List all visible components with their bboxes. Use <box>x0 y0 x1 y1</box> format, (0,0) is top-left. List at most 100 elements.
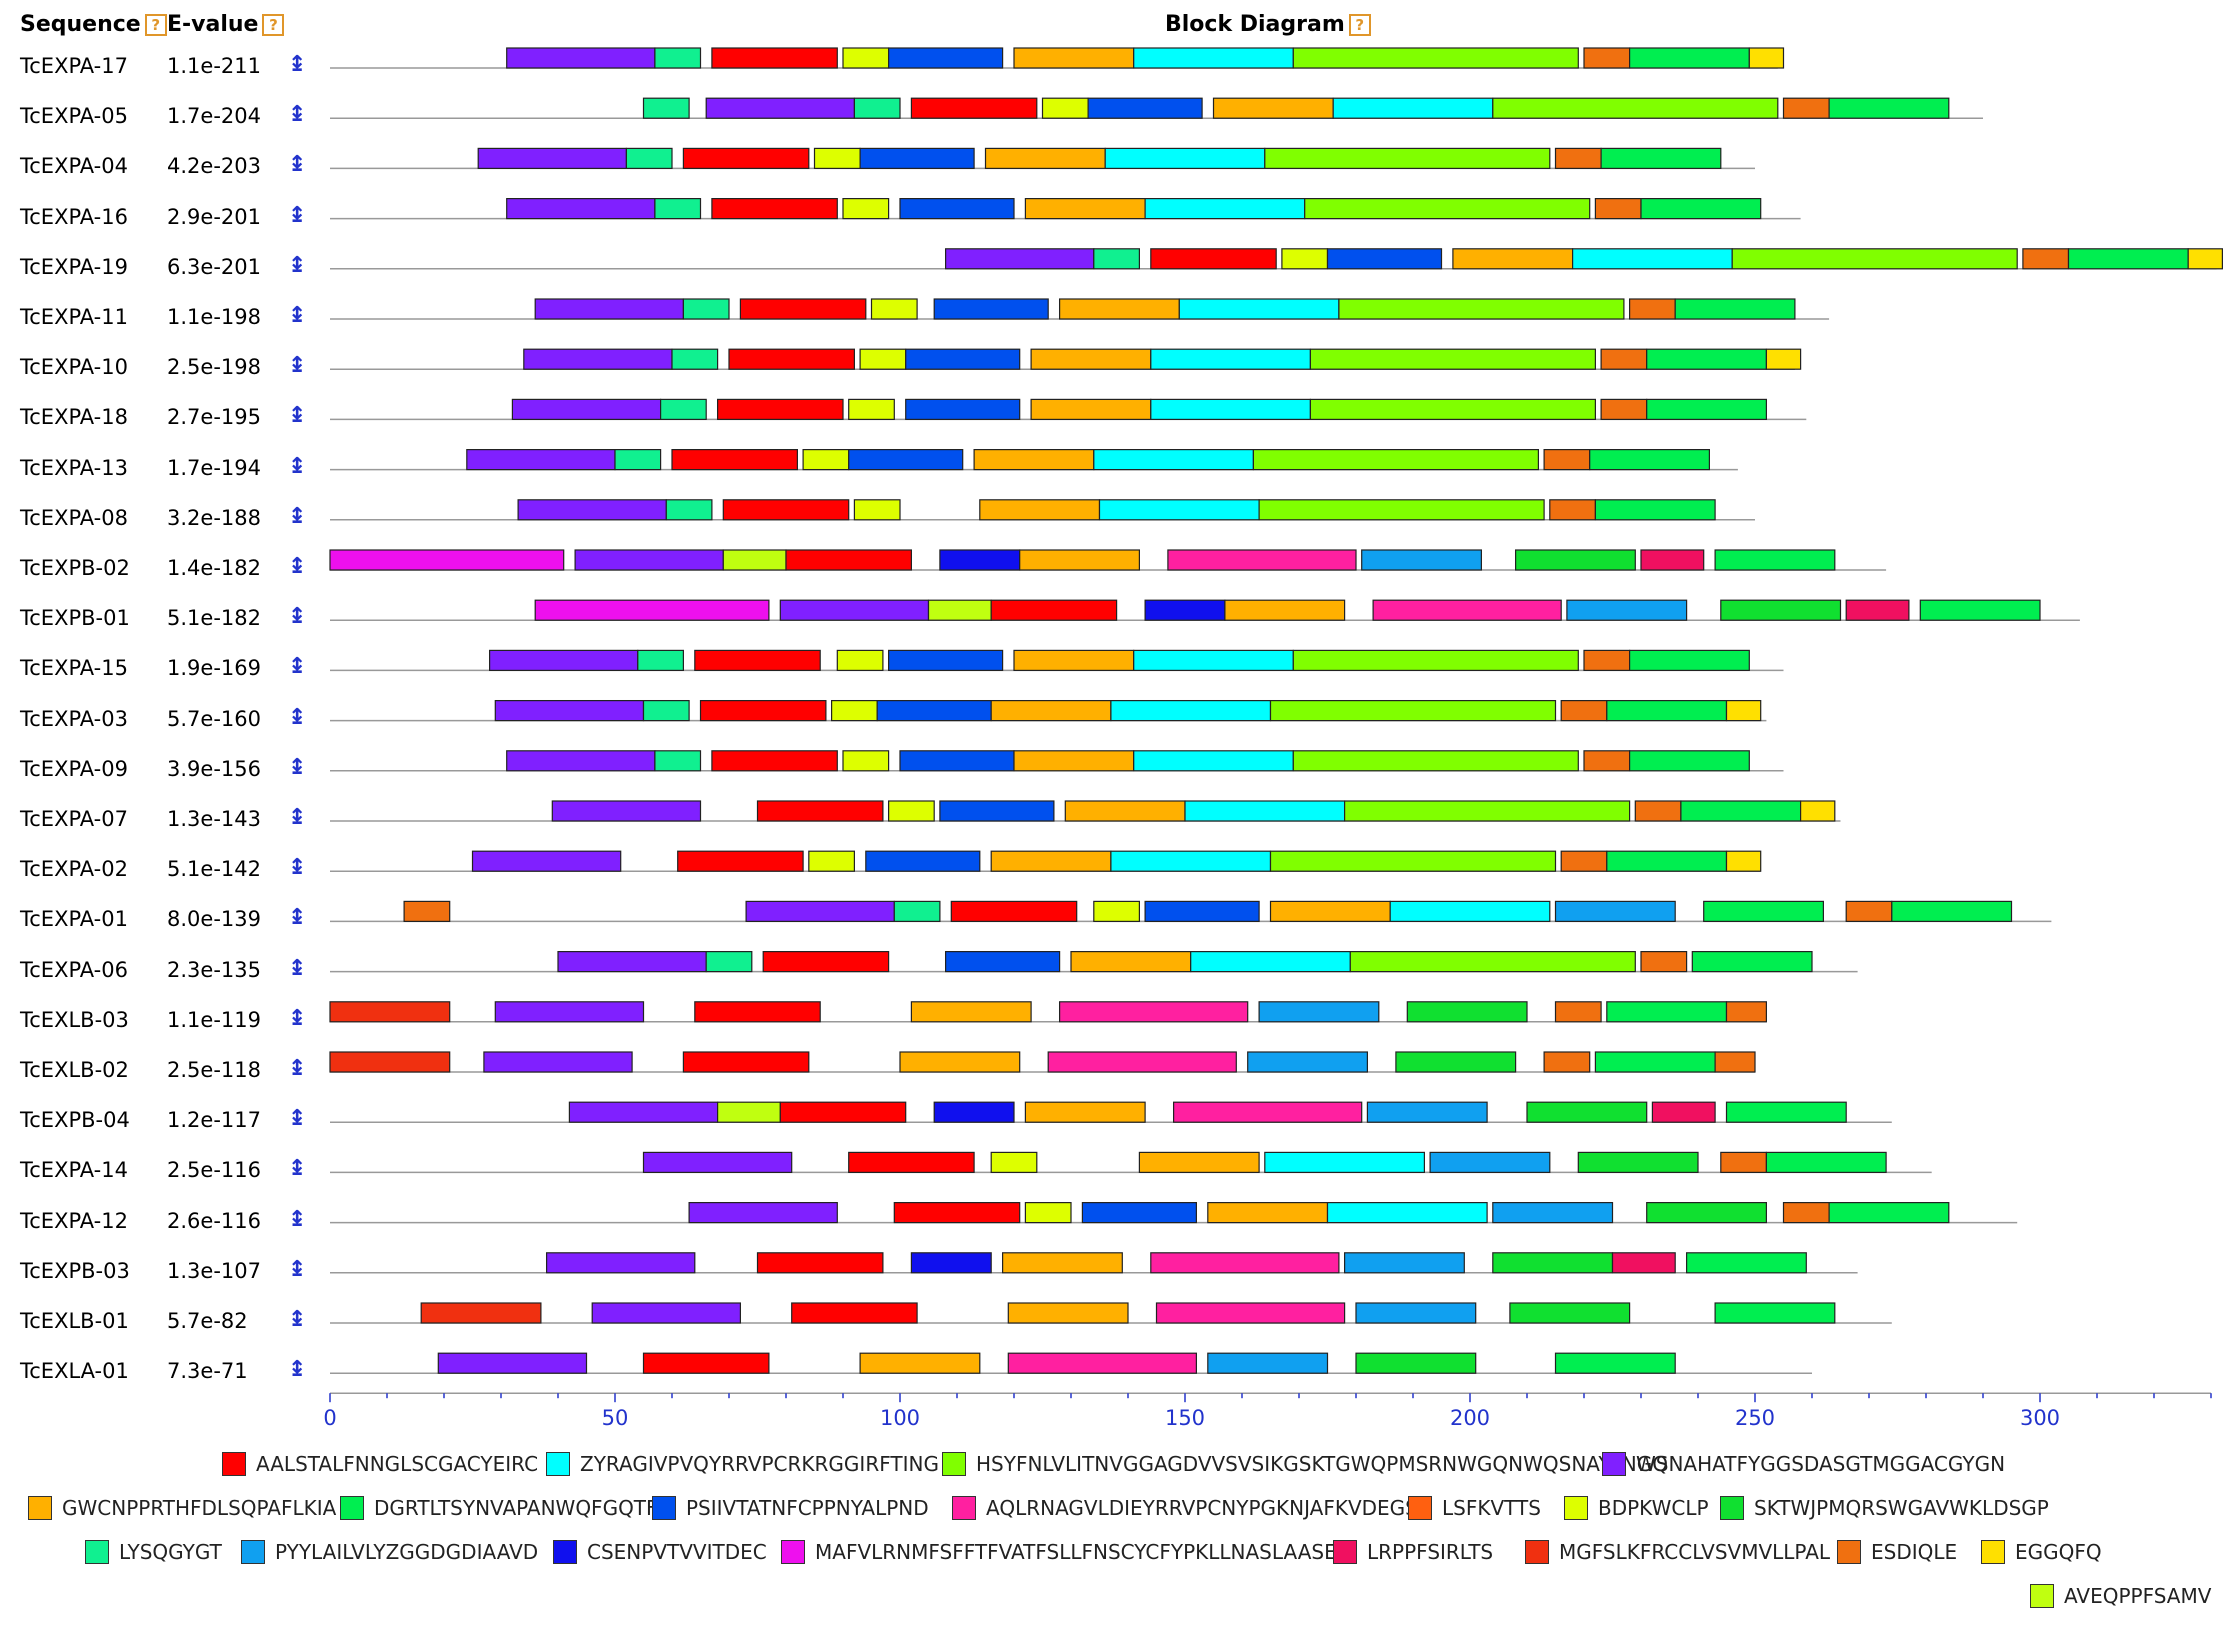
motif-block-m18[interactable] <box>1628 298 1676 320</box>
sort-arrow-icon[interactable]: ↨ <box>288 1357 307 1383</box>
motif-block-m5[interactable] <box>1024 1101 1146 1123</box>
motif-block-m10[interactable] <box>1024 1201 1072 1224</box>
motif-block-m12[interactable] <box>625 147 673 169</box>
motif-block-m5[interactable] <box>1138 1151 1260 1174</box>
motif-block-m7[interactable] <box>865 850 981 872</box>
sort-arrow-icon[interactable]: ↨ <box>288 303 307 328</box>
motif-block-m7[interactable] <box>887 47 1004 69</box>
motif-block-m18[interactable] <box>1560 850 1608 872</box>
motif-block-m4[interactable] <box>534 298 685 320</box>
sort-arrow-icon[interactable]: ↨ <box>288 403 307 429</box>
motif-block-m18[interactable] <box>1640 950 1688 973</box>
sort-arrow-icon[interactable]: ↨ <box>288 1206 307 1232</box>
motif-block-m1[interactable] <box>699 699 827 722</box>
motif-block-m1[interactable] <box>642 1352 770 1374</box>
motif-block-m10[interactable] <box>836 649 884 672</box>
motif-block-m19[interactable] <box>1725 850 1762 872</box>
motif-block-m11[interactable] <box>1395 1051 1517 1073</box>
motif-block-m3[interactable] <box>1252 449 1540 471</box>
motif-block-m2[interactable] <box>1326 1201 1488 1224</box>
motif-block-m5[interactable] <box>1452 248 1574 270</box>
motif-block-m7[interactable] <box>905 398 1021 420</box>
motif-block-m7[interactable] <box>933 298 1049 320</box>
motif-block-m13[interactable] <box>1343 1252 1465 1274</box>
motif-block-m14[interactable] <box>910 1252 992 1274</box>
motif-block-m12[interactable] <box>893 900 941 923</box>
motif-block-m16[interactable] <box>1640 549 1705 571</box>
sort-arrow-icon[interactable]: ↨ <box>288 905 307 931</box>
motif-block-m1[interactable] <box>848 1151 975 1174</box>
motif-block-m3[interactable] <box>1292 649 1579 672</box>
motif-block-m19[interactable] <box>1765 348 1802 370</box>
sort-arrow-icon[interactable]: ↨ <box>288 1156 307 1182</box>
sort-arrow-icon[interactable]: ↨ <box>288 453 307 479</box>
motif-block-m12[interactable] <box>665 499 713 521</box>
motif-block-m16[interactable] <box>1845 599 1910 621</box>
motif-block-m11[interactable] <box>1406 1001 1528 1023</box>
sort-arrow-icon[interactable]: ↨ <box>288 52 307 77</box>
motif-block-m12[interactable] <box>642 699 690 722</box>
motif-block-m12[interactable] <box>682 298 730 320</box>
motif-block-m5[interactable] <box>1064 800 1186 822</box>
sort-arrow-icon[interactable]: ↨ <box>288 1005 307 1031</box>
motif-block-m6[interactable] <box>1691 950 1813 973</box>
motif-block-m12[interactable] <box>671 348 719 370</box>
motif-block-m18[interactable] <box>1720 1151 1768 1174</box>
motif-block-m18[interactable] <box>1725 1001 1768 1023</box>
motif-block-m7[interactable] <box>1144 900 1260 923</box>
motif-block-m8[interactable] <box>1058 1001 1249 1023</box>
motif-block-m6[interactable] <box>1680 800 1802 822</box>
motif-block-m6[interactable] <box>1606 1001 1728 1023</box>
sort-arrow-icon[interactable]: ↨ <box>288 353 307 379</box>
motif-block-m12[interactable] <box>637 649 684 672</box>
motif-block-m4[interactable] <box>574 549 724 571</box>
motif-block-m6[interactable] <box>1919 599 2041 621</box>
motif-block-m6[interactable] <box>1606 699 1728 722</box>
motif-block-m6[interactable] <box>1554 1352 1676 1374</box>
motif-block-m1[interactable] <box>893 1201 1021 1224</box>
sort-arrow-icon[interactable]: ↨ <box>288 1056 307 1081</box>
motif-block-m4[interactable] <box>506 198 656 220</box>
motif-block-m18[interactable] <box>1634 800 1682 822</box>
motif-block-m2[interactable] <box>1389 900 1551 923</box>
help-icon[interactable]: ? <box>262 14 285 36</box>
motif-block-m4[interactable] <box>745 900 895 923</box>
motif-block-m4[interactable] <box>511 398 662 420</box>
motif-block-m13[interactable] <box>1554 900 1676 923</box>
motif-block-m6[interactable] <box>1600 147 1722 169</box>
motif-block-m6[interactable] <box>1628 750 1750 772</box>
motif-block-m13[interactable] <box>1429 1151 1551 1174</box>
motif-block-m6[interactable] <box>1725 1101 1847 1123</box>
motif-block-m2[interactable] <box>1110 850 1272 872</box>
motif-block-m13[interactable] <box>1247 1051 1368 1073</box>
motif-block-m19[interactable] <box>1799 800 1836 822</box>
motif-block-m5[interactable] <box>990 850 1112 872</box>
motif-block-m18[interactable] <box>1554 1001 1602 1023</box>
motif-block-m10[interactable] <box>802 449 850 471</box>
motif-block-m13[interactable] <box>1366 1101 1488 1123</box>
motif-block-m3[interactable] <box>1269 850 1557 872</box>
motif-block-m18[interactable] <box>1782 1201 1830 1224</box>
motif-block-m10[interactable] <box>848 398 895 420</box>
motif-block-m11[interactable] <box>1355 1352 1477 1374</box>
motif-block-m12[interactable] <box>654 47 702 69</box>
motif-block-m6[interactable] <box>1674 298 1796 320</box>
motif-block-m4[interactable] <box>517 499 667 521</box>
motif-block-m8[interactable] <box>1047 1051 1237 1073</box>
motif-block-m2[interactable] <box>1110 699 1272 722</box>
motif-block-m6[interactable] <box>1646 348 1767 370</box>
motif-block-m6[interactable] <box>1714 549 1836 571</box>
motif-block-m3[interactable] <box>1292 750 1579 772</box>
motif-block-m5[interactable] <box>1030 398 1152 420</box>
motif-block-m5[interactable] <box>979 499 1101 521</box>
motif-block-m2[interactable] <box>1150 398 1312 420</box>
motif-block-m1[interactable] <box>722 499 850 521</box>
motif-block-m4[interactable] <box>591 1302 742 1324</box>
motif-block-m12[interactable] <box>654 198 702 220</box>
motif-block-m1[interactable] <box>762 950 890 973</box>
motif-block-m1[interactable] <box>694 649 821 672</box>
sort-arrow-icon[interactable]: ↨ <box>288 102 307 128</box>
motif-block-m10[interactable] <box>842 47 890 69</box>
motif-block-m4[interactable] <box>705 97 856 119</box>
sort-arrow-icon[interactable]: ↨ <box>288 855 307 881</box>
